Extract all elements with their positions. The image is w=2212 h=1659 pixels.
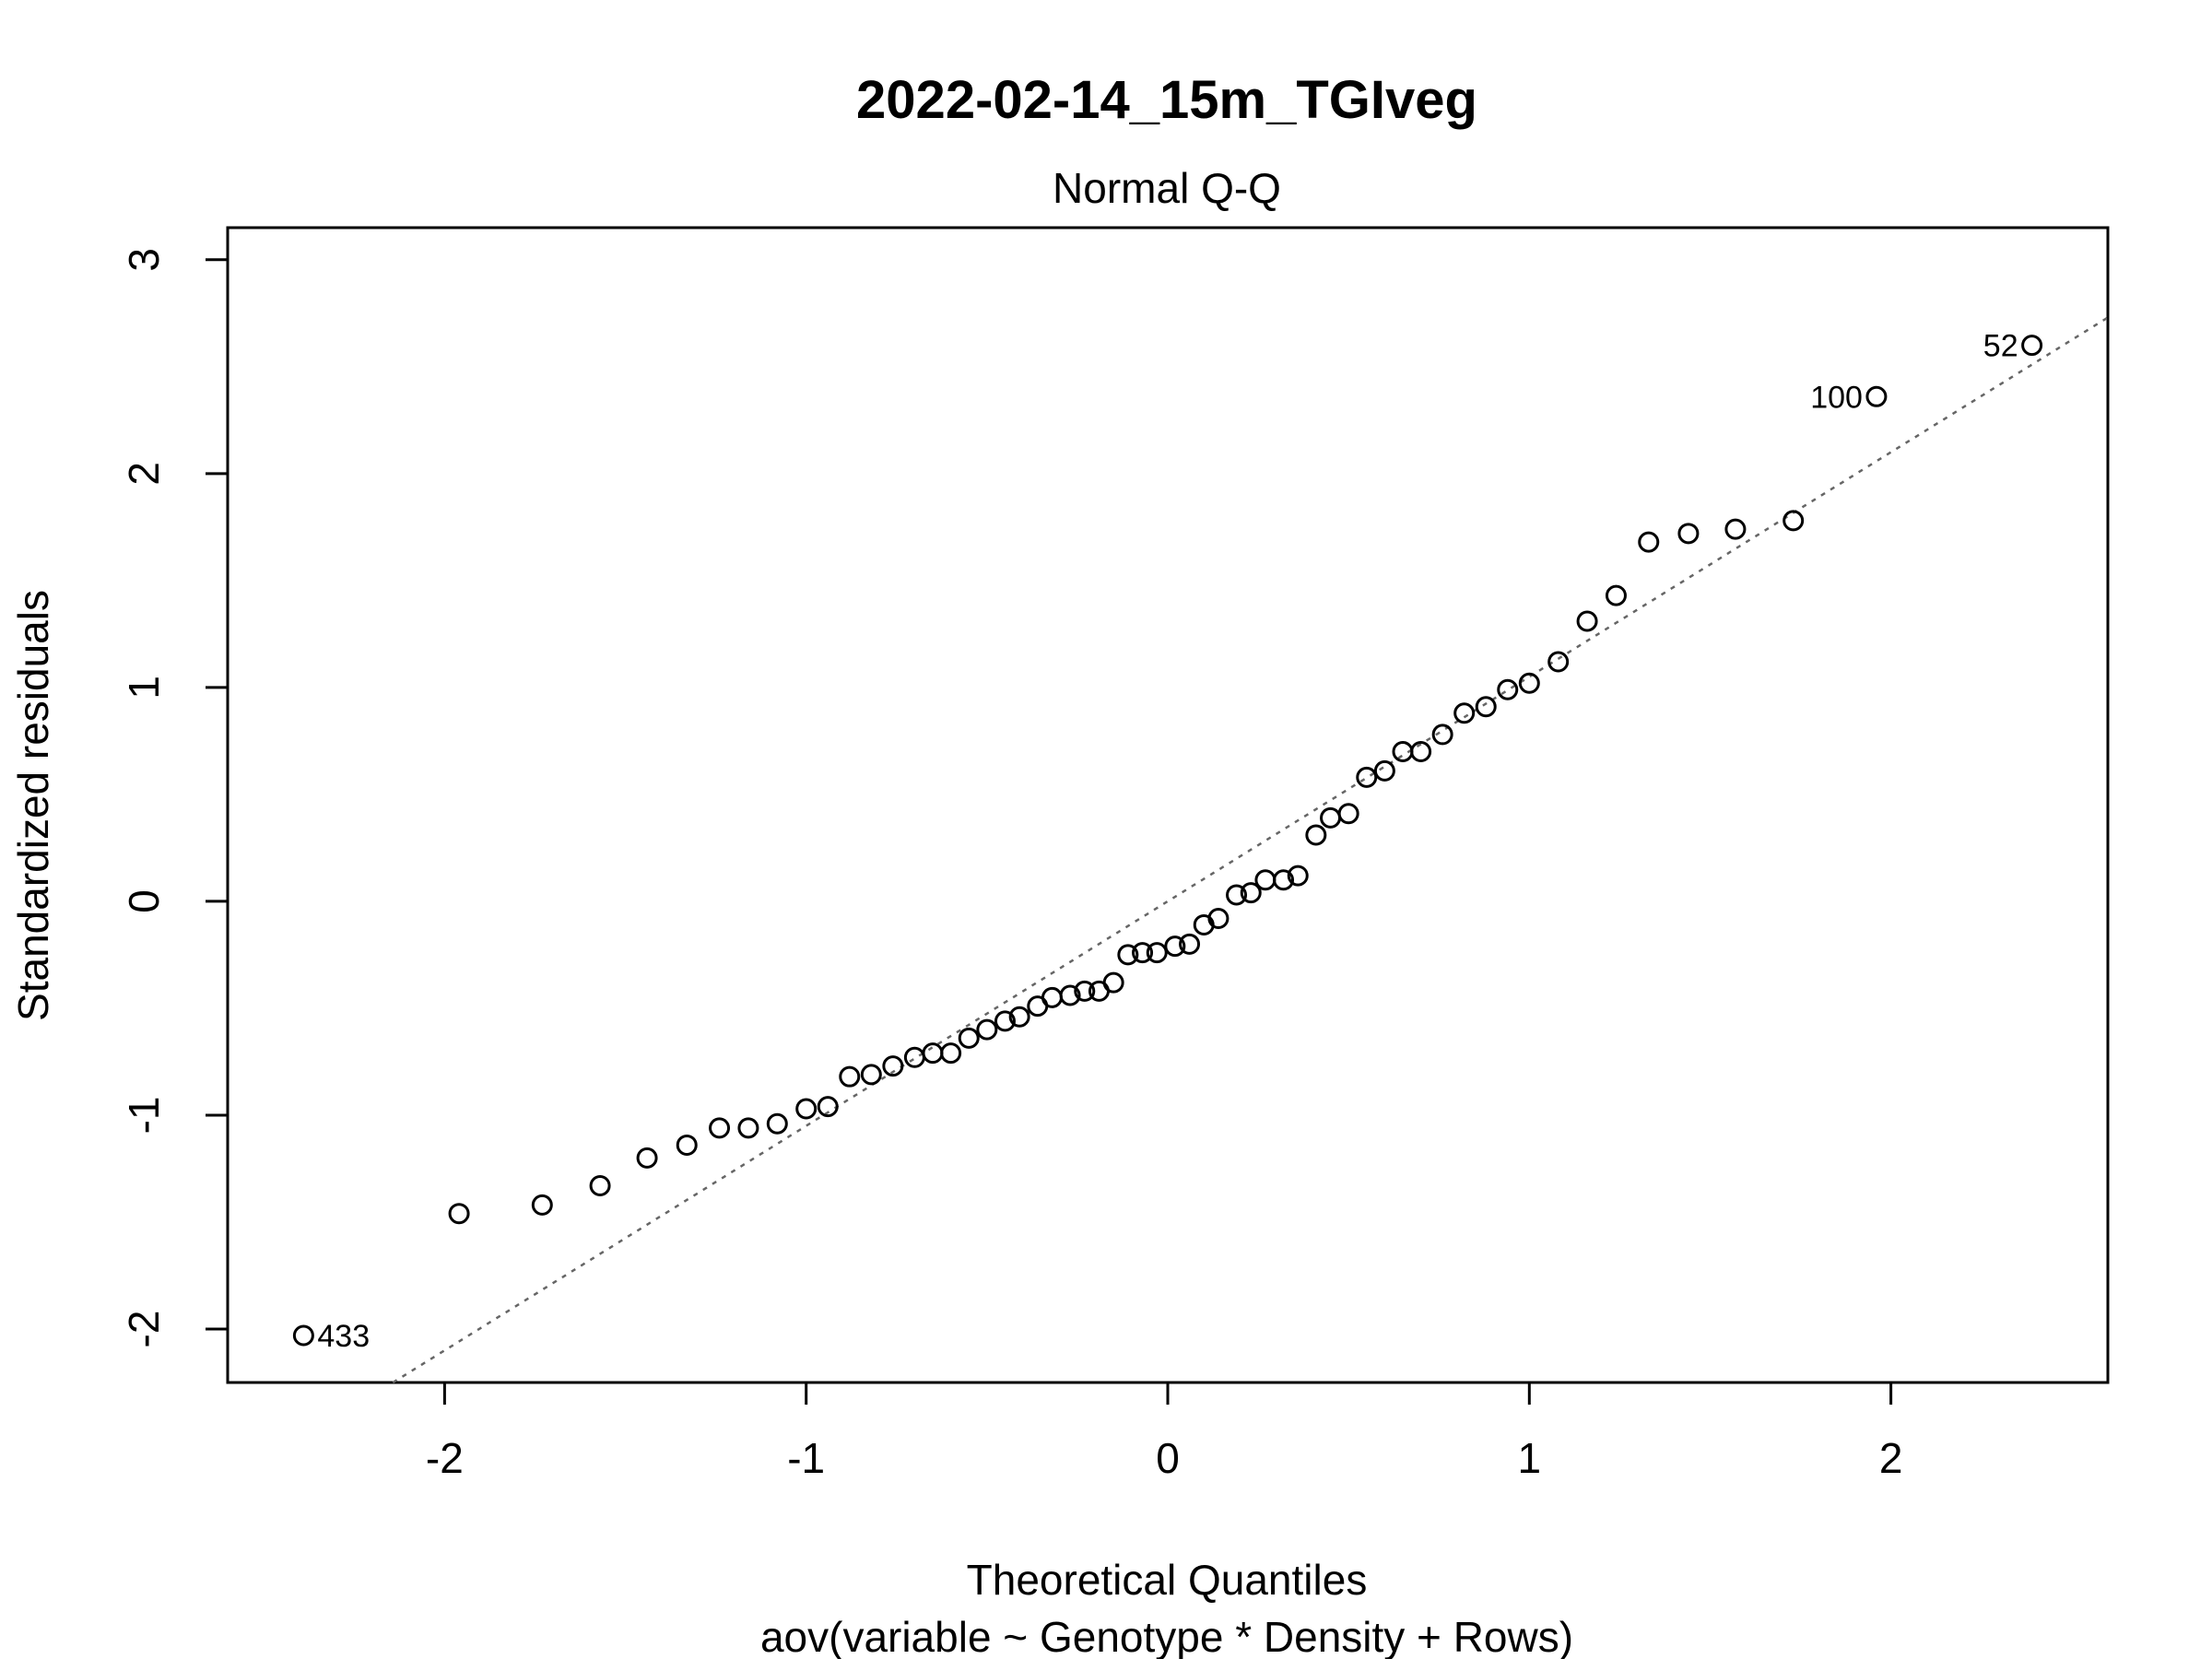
data-point — [1226, 884, 1248, 906]
data-point — [1179, 933, 1201, 955]
data-point — [1518, 672, 1540, 694]
y-tick-label: -2 — [120, 1311, 168, 1348]
data-point — [1453, 702, 1476, 724]
data-point — [1475, 696, 1497, 718]
data-point — [1254, 869, 1277, 891]
data-point — [1117, 944, 1139, 966]
data-point — [1724, 518, 1747, 540]
y-tick-label: 3 — [120, 248, 168, 272]
data-point — [1287, 865, 1309, 887]
data-point — [817, 1096, 839, 1118]
data-point — [994, 1010, 1016, 1032]
data-point — [766, 1112, 788, 1135]
x-tick-label: 0 — [1156, 1434, 1180, 1482]
data-point — [1783, 510, 1805, 532]
data-point — [531, 1194, 553, 1216]
data-point — [922, 1042, 944, 1065]
y-tick-label: 0 — [120, 889, 168, 913]
data-point — [1677, 523, 1700, 545]
data-point — [976, 1018, 998, 1041]
data-point — [1305, 824, 1327, 846]
data-point — [1410, 740, 1432, 762]
data-point — [1164, 935, 1186, 958]
data-point — [839, 1065, 861, 1088]
data-point — [958, 1027, 980, 1049]
data-point — [1320, 806, 1342, 829]
data-point — [1337, 803, 1359, 825]
x-tick-label: -1 — [787, 1434, 825, 1482]
x-axis-label: Theoretical Quantiles — [967, 1556, 1368, 1604]
data-point — [1132, 942, 1154, 964]
data-point — [1008, 1006, 1030, 1028]
chart-title: 2022-02-14_15m_TGIveg — [856, 70, 1477, 130]
data-point — [795, 1098, 818, 1120]
data-point — [1356, 766, 1378, 788]
data-point — [1207, 907, 1230, 929]
data-points — [292, 335, 2043, 1347]
point-label: 100 — [1810, 380, 1863, 415]
y-tick-label: -1 — [120, 1097, 168, 1135]
data-point — [1273, 869, 1295, 891]
data-point — [1102, 971, 1124, 994]
data-point — [448, 1203, 470, 1225]
point-label: 52 — [1983, 329, 2018, 364]
data-point — [1146, 942, 1168, 964]
data-point — [1059, 984, 1081, 1006]
data-point — [1041, 986, 1063, 1008]
data-point — [1576, 610, 1598, 632]
data-point — [1605, 584, 1627, 606]
data-point — [1240, 882, 1262, 904]
data-point — [292, 1324, 314, 1347]
x-axis: -2 -1 0 1 2 — [426, 1381, 1903, 1482]
data-point — [1497, 678, 1519, 700]
point-label: 433 — [317, 1319, 370, 1354]
data-point — [1373, 759, 1395, 782]
data-point — [737, 1117, 759, 1139]
data-point — [636, 1147, 658, 1169]
point-labels: 433 100 52 — [317, 329, 2018, 1354]
x-axis-sublabel: aov(variable ~ Genotype * Density + Rows… — [760, 1613, 1573, 1659]
chart-subtitle: Normal Q-Q — [1053, 164, 1281, 212]
data-point — [1431, 724, 1453, 746]
data-point — [2021, 335, 2043, 357]
y-axis: -2 -1 0 1 2 3 — [120, 248, 229, 1348]
y-tick-label: 2 — [120, 462, 168, 486]
y-axis-label: Standardized residuals — [9, 590, 57, 1021]
data-point — [1074, 980, 1096, 1002]
data-point — [589, 1175, 611, 1197]
data-point — [709, 1117, 731, 1139]
data-point — [940, 1042, 962, 1065]
data-point — [1638, 531, 1660, 553]
data-point — [1865, 385, 1888, 407]
data-point — [860, 1064, 882, 1086]
data-point — [903, 1046, 925, 1068]
x-tick-label: -2 — [426, 1434, 464, 1482]
x-tick-label: 2 — [1879, 1434, 1903, 1482]
y-tick-label: 1 — [120, 676, 168, 700]
data-point — [882, 1055, 904, 1077]
data-point — [1547, 651, 1570, 673]
x-tick-label: 1 — [1518, 1434, 1542, 1482]
reference-line — [392, 316, 2109, 1384]
data-point — [676, 1134, 698, 1156]
